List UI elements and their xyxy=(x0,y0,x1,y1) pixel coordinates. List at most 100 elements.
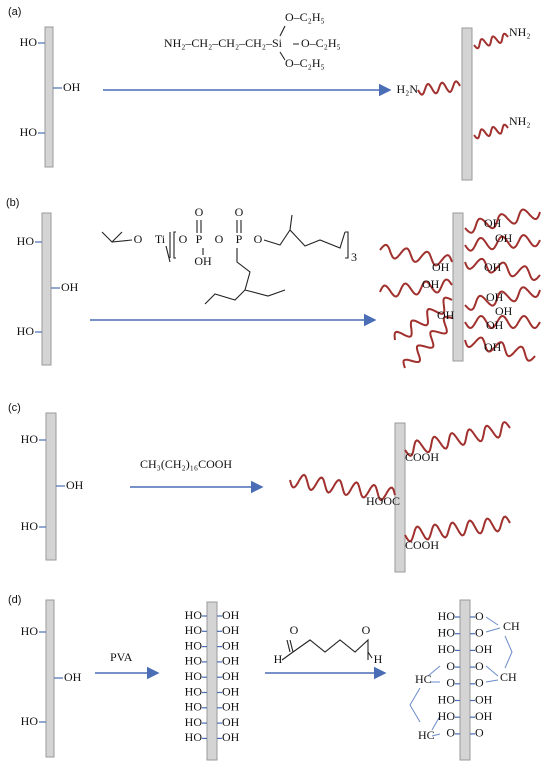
label: O xyxy=(362,623,371,637)
label: HO xyxy=(185,700,203,714)
substrate xyxy=(44,26,54,168)
label: OH xyxy=(475,642,493,656)
chain xyxy=(464,257,541,282)
label: O xyxy=(475,625,484,639)
label: OH xyxy=(222,654,240,668)
panel-label: (d) xyxy=(8,594,21,606)
label: OH xyxy=(475,709,493,723)
label: OH xyxy=(495,304,513,318)
label: HO xyxy=(185,638,203,652)
label: NH₂ xyxy=(509,114,531,128)
crosslink xyxy=(409,616,513,737)
label: O xyxy=(475,676,484,690)
label: HO xyxy=(438,609,456,623)
substrate xyxy=(394,422,406,573)
label: HO xyxy=(185,654,203,668)
panel-label: (a) xyxy=(8,6,21,18)
label: O xyxy=(215,232,224,246)
label: O xyxy=(475,609,484,623)
label: HO xyxy=(21,714,39,728)
label: HO xyxy=(17,234,35,248)
label: Ti xyxy=(155,232,166,246)
label: OH xyxy=(475,692,493,706)
label: OH xyxy=(222,730,240,744)
label: OH xyxy=(222,623,240,637)
chain xyxy=(464,234,541,252)
chain xyxy=(473,32,509,50)
label: O–C₂H₅ xyxy=(301,36,341,50)
label: OH xyxy=(222,669,240,683)
label: OH xyxy=(222,638,240,652)
label: OH xyxy=(484,260,502,274)
label: HO xyxy=(20,35,38,49)
chain xyxy=(464,286,541,311)
label: HO xyxy=(185,608,203,622)
label: O xyxy=(179,232,188,246)
label: HOOC xyxy=(366,494,400,508)
chain xyxy=(417,80,461,96)
label: H xyxy=(374,652,383,666)
chain xyxy=(464,208,541,234)
label: OH xyxy=(64,670,82,684)
label: HO xyxy=(438,642,456,656)
chain xyxy=(379,278,453,298)
label: OH xyxy=(222,608,240,622)
label: P xyxy=(236,232,243,246)
label: OH xyxy=(486,318,504,332)
label: O xyxy=(254,232,263,246)
label: OH xyxy=(422,277,440,291)
label: O xyxy=(195,205,204,219)
label: O xyxy=(475,726,484,740)
label: CH₃(CH₂)₁₆COOH xyxy=(140,457,232,471)
label: NH₂ xyxy=(509,25,531,39)
label: HO xyxy=(185,730,203,744)
label: CH xyxy=(503,619,520,633)
label: NH₂–CH₂–CH₂–CH₂–Si xyxy=(164,36,283,50)
substrate xyxy=(45,412,57,561)
label: HC xyxy=(418,728,435,742)
label: O xyxy=(446,676,455,690)
bond xyxy=(101,214,349,305)
substrate xyxy=(452,212,464,362)
label: OH xyxy=(432,260,450,274)
chain xyxy=(289,473,396,502)
chain xyxy=(473,123,509,140)
label: HO xyxy=(185,623,203,637)
chain xyxy=(379,243,453,267)
label: OH xyxy=(486,290,504,304)
label: HO xyxy=(20,125,38,139)
label: OH xyxy=(61,280,79,294)
chain xyxy=(464,314,541,330)
chain xyxy=(393,296,453,341)
bond xyxy=(281,638,373,661)
label: COOH xyxy=(405,450,439,464)
label: HO xyxy=(438,692,456,706)
label: CH xyxy=(500,670,517,684)
label: O xyxy=(235,205,244,219)
label: OH xyxy=(63,80,81,94)
label: HC xyxy=(415,672,432,686)
label: P xyxy=(196,232,203,246)
substrate xyxy=(45,599,55,758)
label: HO xyxy=(185,715,203,729)
label: COOH xyxy=(405,538,439,552)
chain xyxy=(404,515,511,543)
label: OH xyxy=(495,231,513,245)
label: O xyxy=(475,659,484,673)
label: H xyxy=(274,652,283,666)
label: OH xyxy=(222,700,240,714)
label: O–C₂H₅ xyxy=(285,56,325,70)
substrate xyxy=(41,212,52,366)
label: 3 xyxy=(351,250,357,264)
label: OH xyxy=(66,478,84,492)
substrate xyxy=(459,599,471,761)
label: HO xyxy=(185,669,203,683)
label: OH xyxy=(194,254,212,268)
substrate xyxy=(461,27,473,181)
label: O xyxy=(446,659,455,673)
label: HO xyxy=(21,519,39,533)
label: H₂N xyxy=(396,82,418,96)
label: O–C₂H₅ xyxy=(285,10,325,24)
chain xyxy=(402,315,453,369)
